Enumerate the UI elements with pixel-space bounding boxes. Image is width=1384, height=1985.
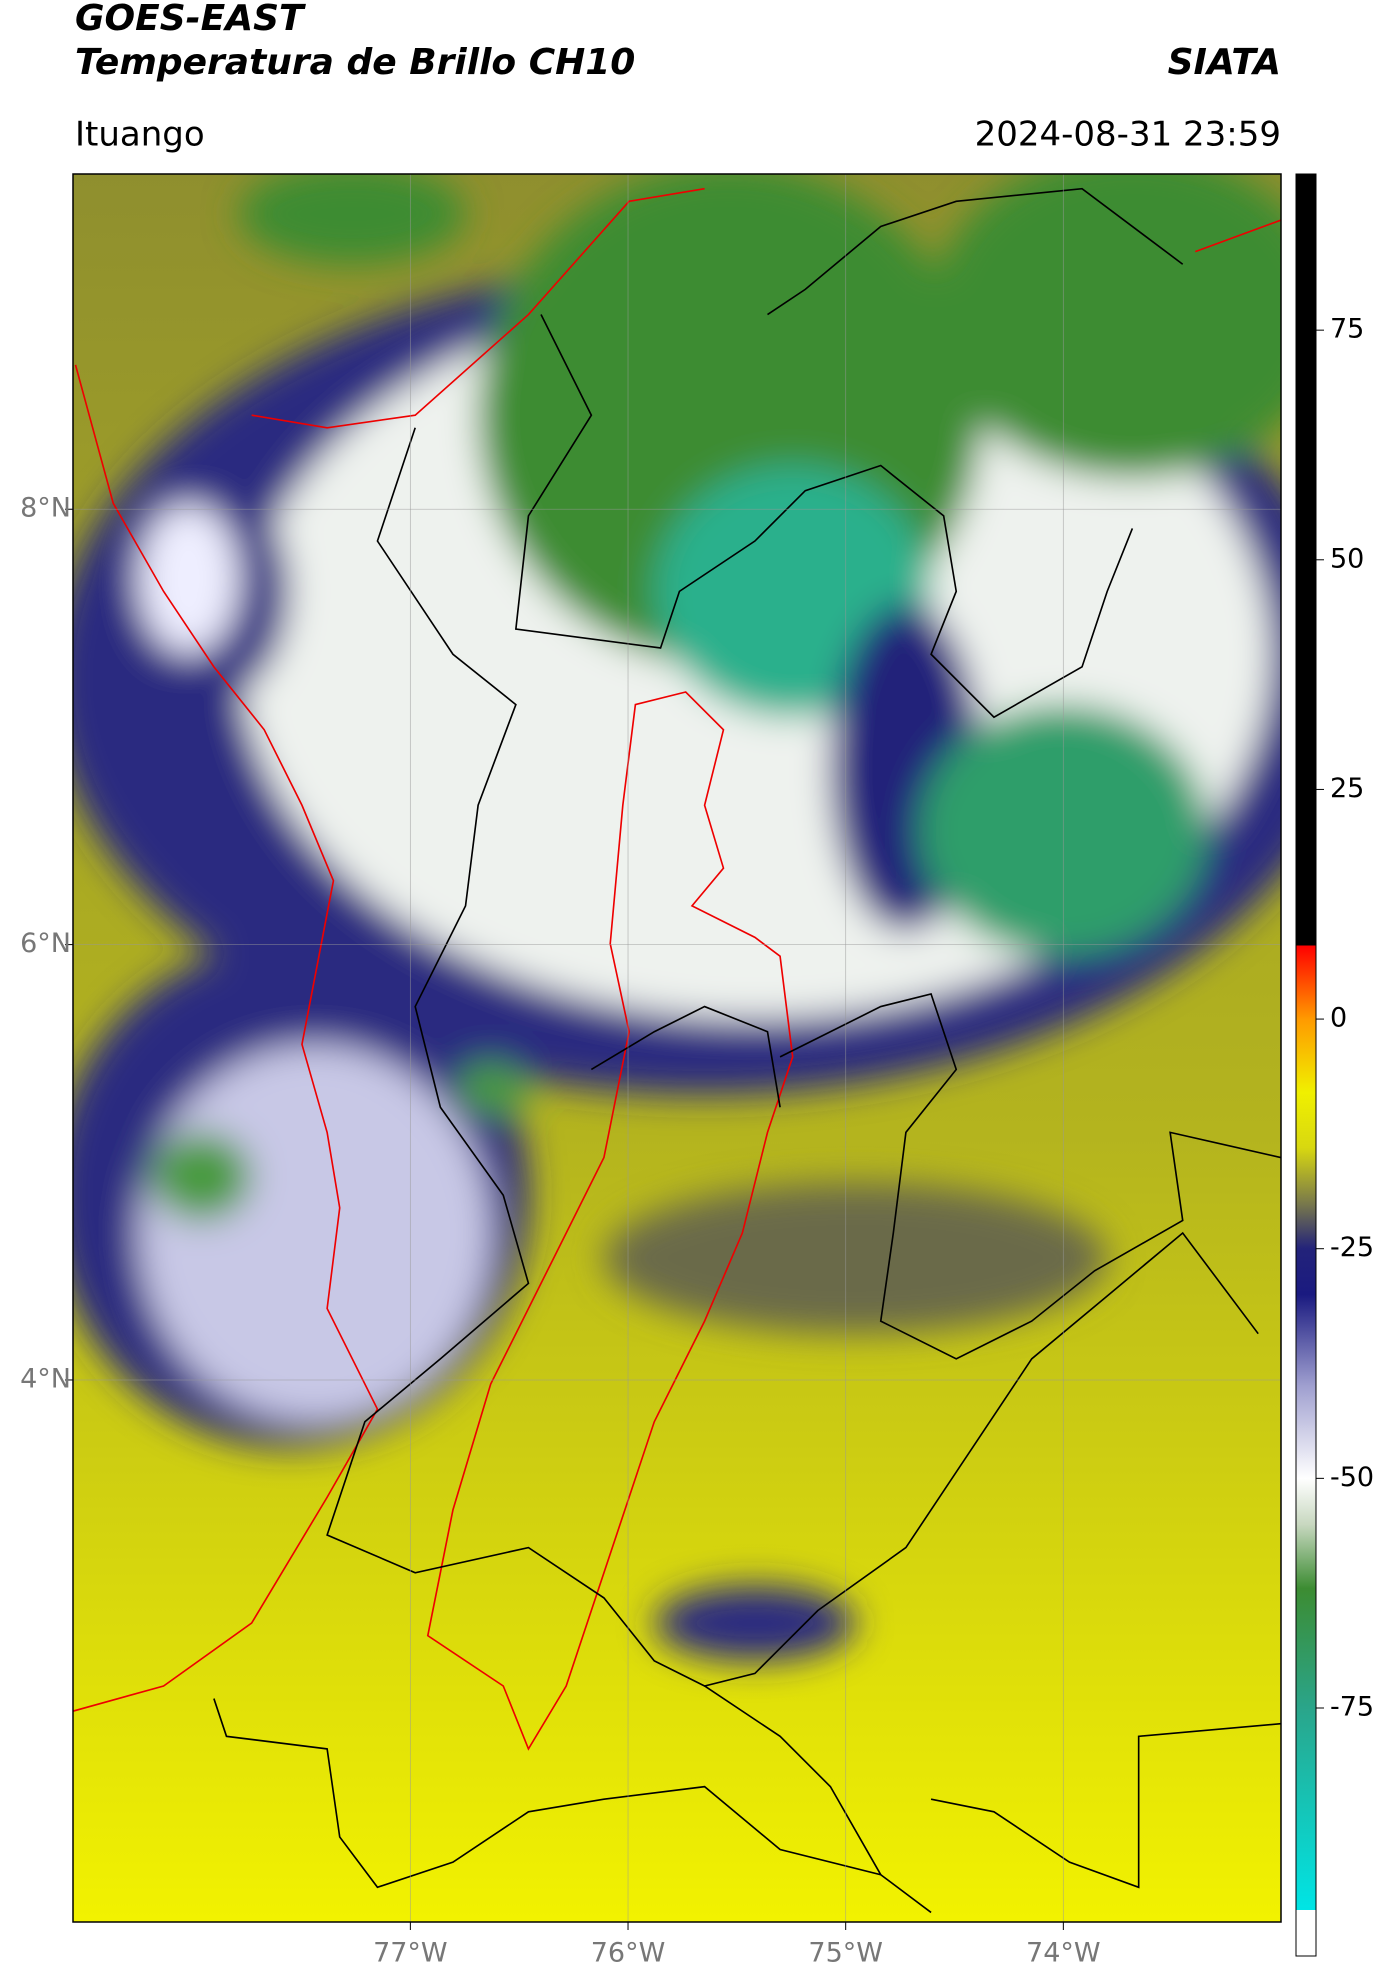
y-tick-label: 4°N bbox=[20, 1363, 71, 1394]
product: Temperatura de Brillo CH10 bbox=[75, 42, 635, 83]
colorbar bbox=[1295, 173, 1317, 1957]
satellite-image bbox=[73, 174, 1281, 1922]
map-frame bbox=[72, 173, 1282, 1923]
agency: SIATA bbox=[1168, 42, 1281, 83]
region: Ituango bbox=[75, 115, 205, 155]
x-tick-label: 76°W bbox=[591, 1938, 666, 1969]
timestamp: 2024-08-31 23:59 bbox=[975, 115, 1281, 155]
colorbar-tick-label: 25 bbox=[1330, 773, 1364, 804]
colorbar-tick-label: -25 bbox=[1330, 1232, 1374, 1263]
colorbar-tick-label: 50 bbox=[1330, 543, 1364, 574]
colorbar-tick-label: -75 bbox=[1330, 1691, 1374, 1722]
colorbar-tick-label: 75 bbox=[1330, 314, 1364, 345]
y-tick-label: 6°N bbox=[20, 928, 71, 959]
y-tick-label: 8°N bbox=[20, 493, 71, 524]
x-tick-label: 77°W bbox=[373, 1938, 448, 1969]
x-tick-label: 75°W bbox=[808, 1938, 883, 1969]
x-tick-label: 74°W bbox=[1026, 1938, 1101, 1969]
satellite: GOES-EAST bbox=[75, 0, 306, 39]
colorbar-tick-label: 0 bbox=[1330, 1003, 1347, 1034]
colorbar-tick-label: -50 bbox=[1330, 1462, 1374, 1493]
